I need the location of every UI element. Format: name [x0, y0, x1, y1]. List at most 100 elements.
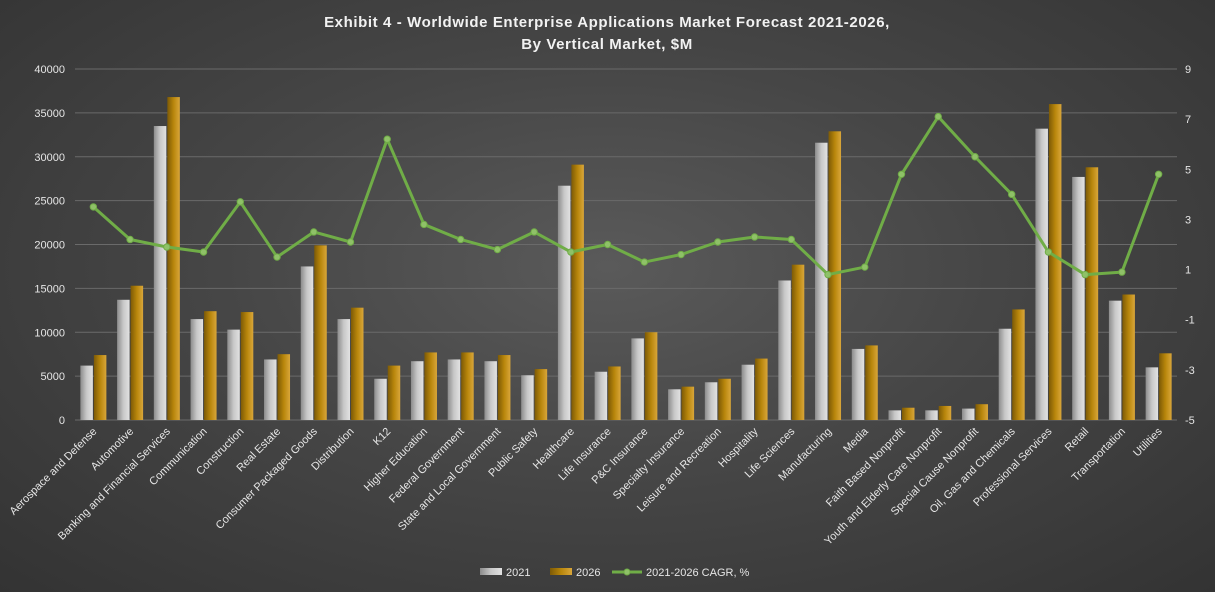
- y-left-tick-label: 25000: [34, 196, 65, 208]
- bar-2021: [851, 348, 865, 420]
- y-left-tick-label: 20000: [34, 240, 65, 252]
- bar-2021: [337, 319, 350, 420]
- cagr-point: [750, 233, 759, 241]
- bar-2021: [264, 359, 277, 420]
- bars-layer: [80, 97, 1172, 421]
- y-right-tick-label: 7: [1185, 114, 1191, 126]
- bar-2026: [938, 405, 952, 420]
- cagr-point: [126, 235, 134, 244]
- cagr-point: [971, 153, 979, 161]
- category-label: Utilities: [1131, 425, 1165, 459]
- cagr-point: [420, 220, 428, 229]
- bar-2021: [998, 328, 1012, 420]
- y-right-tick-label: 5: [1185, 164, 1191, 176]
- cagr-point: [89, 203, 98, 211]
- cagr-line-layer: [89, 112, 1163, 279]
- cagr-point: [199, 248, 208, 256]
- bar-2026: [644, 332, 658, 420]
- category-label: Higher Education: [362, 426, 430, 494]
- category-label: Media: [841, 425, 871, 455]
- bar-2026: [240, 312, 254, 420]
- cagr-line: [92, 115, 1161, 277]
- category-label: K12: [371, 426, 393, 448]
- bar-2026: [755, 358, 768, 420]
- bar-2026: [424, 352, 437, 420]
- y-left-tick-label: 10000: [34, 327, 65, 339]
- bar-2021: [594, 371, 608, 420]
- bar-2026: [1159, 353, 1172, 420]
- legend[interactable]: 2021 2026 2021-2026 CAGR, %: [480, 567, 750, 579]
- cagr-point: [273, 253, 281, 261]
- legend-swatch-2026: [550, 568, 572, 575]
- legend-label-2021: 2021: [506, 567, 530, 579]
- bar-2021: [888, 410, 901, 420]
- bar-2021: [1072, 176, 1085, 420]
- cagr-point: [457, 235, 465, 244]
- bar-2021: [117, 299, 130, 420]
- bar-2021: [815, 142, 828, 420]
- y-right-tick-label: 1: [1185, 265, 1191, 277]
- cagr-point: [530, 228, 538, 236]
- chart-title: Exhibit 4 - Worldwide Enterprise Applica…: [324, 14, 890, 31]
- bar-2026: [718, 378, 731, 420]
- bar-2026: [314, 245, 327, 420]
- y-left-tick-label: 0: [59, 415, 65, 427]
- cagr-point: [567, 248, 575, 256]
- left-axis: 0 5000 10000 15000 20000 25000 30000 35000 40000: [34, 64, 65, 427]
- bar-2026: [1122, 294, 1135, 420]
- bar-2026: [828, 131, 842, 421]
- y-left-tick-label: 30000: [34, 152, 65, 164]
- y-left-tick-label: 15000: [34, 283, 65, 295]
- bar-2021: [1145, 367, 1159, 420]
- y-right-tick-label: -5: [1185, 415, 1195, 427]
- legend-swatch-2021: [480, 568, 502, 575]
- legend-label-2026: 2026: [576, 567, 600, 579]
- cagr-point: [1154, 170, 1163, 179]
- bar-2026: [1012, 309, 1025, 420]
- bar-2021: [778, 280, 791, 420]
- cagr-point: [824, 270, 832, 279]
- y-left-tick-label: 5000: [41, 371, 65, 383]
- cagr-point: [236, 198, 245, 206]
- cagr-point: [897, 170, 906, 179]
- y-right-tick-label: -1: [1185, 315, 1195, 327]
- bar-2026: [608, 366, 621, 420]
- bar-2021: [447, 359, 461, 420]
- bar-2021: [557, 185, 571, 420]
- bar-2021: [741, 364, 755, 420]
- bar-2026: [167, 97, 180, 420]
- bar-2026: [865, 345, 878, 420]
- cagr-point: [934, 112, 942, 121]
- bar-2026: [1085, 167, 1099, 420]
- bar-2026: [277, 354, 291, 420]
- y-right-tick-label: 3: [1185, 214, 1191, 226]
- bar-2026: [534, 369, 548, 420]
- bar-2021: [925, 410, 938, 420]
- cagr-point: [1008, 190, 1016, 199]
- bar-2026: [497, 355, 511, 420]
- cagr-point: [714, 238, 722, 246]
- bar-2026: [130, 285, 144, 420]
- legend-marker-cagr: [623, 568, 631, 576]
- cagr-point: [787, 235, 795, 244]
- bar-2021: [300, 266, 314, 420]
- category-label: Retail: [1063, 426, 1091, 454]
- cagr-point: [677, 250, 685, 259]
- y-right-tick-label: 9: [1185, 64, 1191, 76]
- y-left-tick-label: 35000: [34, 108, 65, 120]
- bar-2021: [704, 382, 718, 420]
- bar-2021: [374, 378, 387, 420]
- bar-2026: [204, 311, 217, 420]
- cagr-point: [640, 258, 649, 266]
- bar-2021: [631, 338, 644, 420]
- bar-2021: [153, 126, 167, 420]
- bar-2021: [190, 319, 204, 420]
- cagr-point: [346, 238, 355, 246]
- bar-2026: [351, 307, 364, 420]
- bar-2026: [387, 365, 401, 420]
- category-label: Specialty Insurance: [611, 426, 687, 502]
- bar-2026: [791, 264, 805, 420]
